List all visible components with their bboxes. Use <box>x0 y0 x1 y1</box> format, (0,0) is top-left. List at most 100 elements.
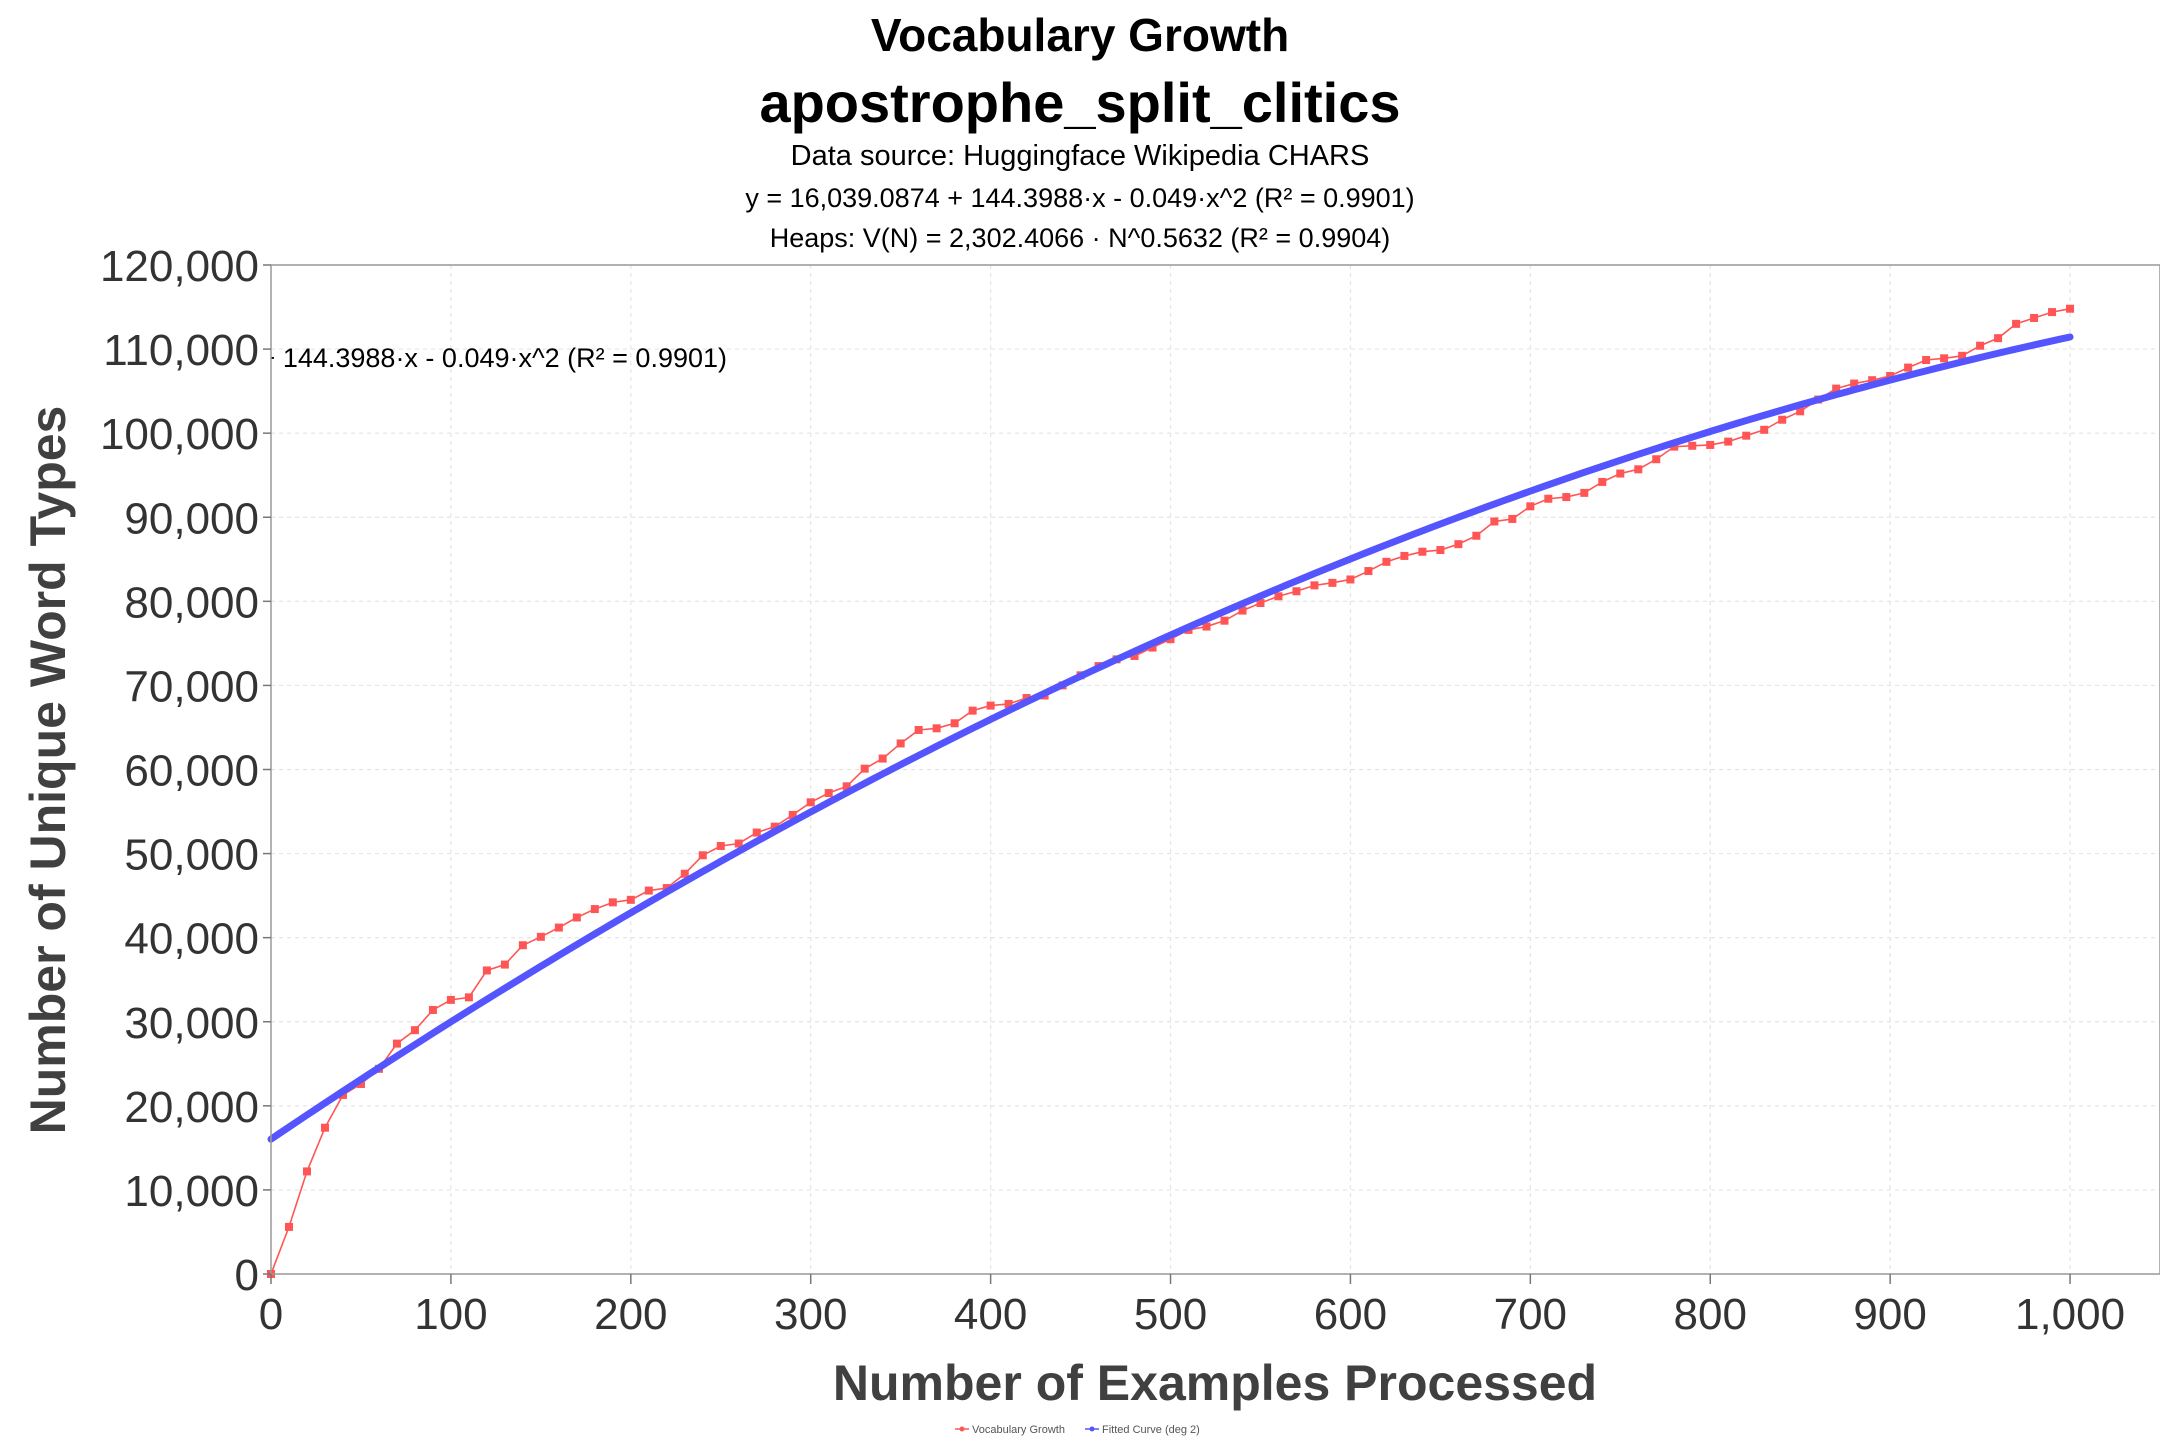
vocabulary-growth-point <box>752 828 761 837</box>
y-tick-label: 70,000 <box>124 662 259 711</box>
vocabulary-growth-point <box>1850 379 1859 388</box>
vocabulary-growth-point <box>806 798 815 807</box>
vocabulary-growth-point <box>644 886 653 895</box>
legend-label: Fitted Curve (deg 2) <box>1102 1424 1200 1436</box>
vocabulary-growth-point <box>1562 493 1571 502</box>
vocabulary-growth-point <box>698 851 707 860</box>
vocabulary-growth-point <box>968 706 977 715</box>
vocabulary-growth-point <box>1742 431 1751 440</box>
vocabulary-growth-point <box>770 822 779 831</box>
vocabulary-growth-point <box>1544 494 1553 503</box>
vocabulary-growth-point <box>1328 578 1337 587</box>
vocabulary-growth-point <box>824 789 833 798</box>
vocabulary-growth-point <box>392 1039 401 1048</box>
vocabulary-growth-point <box>1832 384 1841 393</box>
data-source-label: Data source: Huggingface Wikipedia CHARS <box>790 140 1370 172</box>
y-tick-label: 120,000 <box>100 242 259 291</box>
vocabulary-growth-point <box>482 966 491 975</box>
vocabulary-growth-point <box>860 764 869 773</box>
y-tick-label: 30,000 <box>124 999 259 1048</box>
vocabulary-growth-point <box>1508 514 1517 523</box>
vocabulary-growth-point <box>464 993 473 1002</box>
series-layer <box>267 304 2075 1278</box>
y-tick-label: 90,000 <box>124 494 259 543</box>
vocabulary-growth-point <box>1778 415 1787 424</box>
vocabulary-growth-point <box>1148 643 1157 652</box>
x-tick-label: 900 <box>1853 1290 1926 1339</box>
vocabulary-growth-point <box>2012 319 2021 328</box>
vocabulary-growth-point <box>1472 531 1481 540</box>
y-tick-label: 110,000 <box>103 326 259 375</box>
vocabulary-growth-point <box>1922 356 1931 365</box>
x-tick-label: 800 <box>1674 1290 1747 1339</box>
x-axis: 0 100 200 300 400 500 600 700 800 900 1,000 <box>259 1274 2125 1339</box>
vocabulary-growth-point <box>320 1123 329 1132</box>
vocabulary-growth-point <box>878 754 887 763</box>
vocabulary-growth-point <box>1688 441 1697 450</box>
vocabulary-growth-point <box>1994 334 2003 343</box>
vocabulary-growth-point <box>1382 557 1391 566</box>
y-tick-label: 20,000 <box>124 1083 259 1132</box>
vocabulary-growth-point <box>284 1222 293 1231</box>
legend-item-fitted-curve: Fitted Curve (deg 2) <box>1085 1424 1200 1436</box>
fitted-curve-line <box>267 333 2074 1143</box>
vocabulary-growth-point <box>608 898 617 907</box>
vocabulary-growth-point <box>1580 488 1589 497</box>
x-tick-label: 700 <box>1494 1290 1567 1339</box>
y-tick-label: 80,000 <box>124 578 259 627</box>
vocabulary-growth-point <box>734 839 743 848</box>
vocabulary-growth-point <box>572 913 581 922</box>
y-tick-label: 100,000 <box>100 410 259 459</box>
vocabulary-growth-point <box>896 739 905 748</box>
legend-swatch-marker <box>959 1426 965 1432</box>
vocabulary-growth-point <box>1130 651 1139 660</box>
vocabulary-growth-point <box>1670 442 1679 451</box>
vocabulary-growth-point <box>500 960 509 969</box>
equation-annotation: y = 16,039.0874 + 144.3988·x - 0.049·x^2… <box>58 343 727 373</box>
vocabulary-growth-point <box>950 719 959 728</box>
vocabulary-growth-point <box>1598 477 1607 486</box>
vocabulary-growth-point <box>626 895 635 904</box>
vocabulary-growth-point <box>1760 425 1769 434</box>
x-tick-label: 600 <box>1314 1290 1387 1339</box>
vocabulary-growth-point <box>1616 469 1625 478</box>
vocabulary-growth-point <box>554 923 563 932</box>
vocabulary-growth-point <box>1904 363 1913 372</box>
vocabulary-growth-point <box>932 724 941 733</box>
vocabulary-growth-point <box>1220 616 1229 625</box>
x-tick-label: 0 <box>259 1290 283 1339</box>
vocabulary-growth-point <box>1724 437 1733 446</box>
vocabulary-growth-point <box>2066 304 2075 313</box>
vocabulary-growth-point <box>680 869 689 878</box>
x-tick-label: 1,000 <box>2015 1290 2125 1339</box>
vocabulary-growth-point <box>1490 517 1499 526</box>
vocabulary-growth-point <box>1634 465 1643 474</box>
y-tick-label: 60,000 <box>124 747 259 796</box>
chart-subtitle: apostrophe_split_clitics <box>759 71 1401 134</box>
vocabulary-growth-point <box>1454 540 1463 549</box>
vocabulary-growth-point <box>1238 606 1247 615</box>
vocabulary-growth-point <box>1310 581 1319 590</box>
vocabulary-growth-point <box>1976 341 1985 350</box>
vocabulary-growth-point <box>1202 622 1211 631</box>
legend-label: Vocabulary Growth <box>972 1424 1065 1436</box>
vocabulary-growth-point <box>1292 587 1301 596</box>
vocabulary-growth-point <box>518 941 527 950</box>
vocabulary-growth-point <box>1526 502 1535 511</box>
vocabulary-growth-point <box>410 1026 419 1035</box>
vocabulary-growth-point <box>356 1079 365 1088</box>
vocabulary-growth-point <box>1796 407 1805 416</box>
vocabulary-growth-point <box>536 932 545 941</box>
legend-swatch-marker <box>1089 1426 1095 1432</box>
heaps-equation: Heaps: V(N) = 2,302.4066 · N^0.5632 (R² … <box>769 223 1391 253</box>
y-tick-label: 10,000 <box>124 1167 259 1216</box>
vocabulary-growth-point <box>1166 635 1175 644</box>
polynomial-equation: y = 16,039.0874 + 144.3988·x - 0.049·x^2… <box>745 183 1415 213</box>
vocabulary-growth-point <box>428 1005 437 1014</box>
vocabulary-growth-point <box>1958 351 1967 360</box>
vocabulary-growth-point <box>1346 575 1355 584</box>
vocabulary-growth-point <box>986 701 995 710</box>
vocabulary-growth-point <box>716 842 725 851</box>
vocabulary-growth-point <box>1418 547 1427 556</box>
